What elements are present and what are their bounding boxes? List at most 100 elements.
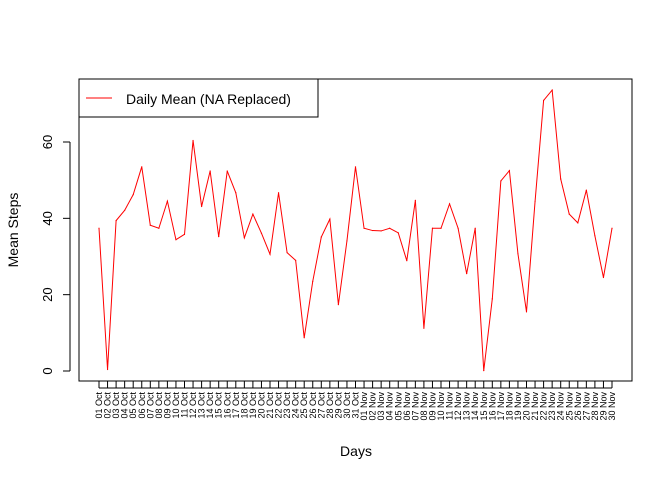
data-point bbox=[218, 236, 220, 238]
data-point bbox=[183, 233, 186, 235]
data-point bbox=[106, 368, 109, 371]
data-point bbox=[98, 227, 100, 229]
x-tick-label: 25 Nov bbox=[564, 392, 574, 421]
x-tick-label: 15 Nov bbox=[479, 392, 489, 421]
data-point bbox=[551, 89, 553, 91]
data-point bbox=[534, 200, 536, 203]
y-axis-label: Mean Steps bbox=[5, 193, 21, 268]
data-point bbox=[149, 224, 151, 226]
x-tick-label: 11 Nov bbox=[445, 392, 455, 420]
data-point bbox=[372, 229, 374, 232]
x-tick-label: 02 Nov bbox=[368, 392, 378, 421]
x-tick-label: 29 Oct bbox=[333, 392, 343, 419]
x-tick-label: 23 Nov bbox=[547, 392, 557, 421]
y-tick-label: 0 bbox=[40, 367, 55, 374]
data-point bbox=[440, 227, 442, 229]
data-point bbox=[124, 209, 126, 211]
data-point bbox=[235, 192, 237, 194]
x-tick-label: 05 Oct bbox=[128, 392, 138, 419]
data-point bbox=[115, 220, 117, 222]
data-point bbox=[414, 199, 416, 201]
x-tick-label: 21 Oct bbox=[265, 392, 275, 419]
data-point bbox=[363, 227, 365, 229]
data-point bbox=[192, 139, 194, 142]
x-tick-label: 15 Oct bbox=[214, 392, 224, 419]
x-tick-label: 24 Oct bbox=[291, 392, 301, 419]
x-tick-label: 22 Nov bbox=[539, 392, 549, 421]
x-tick-label: 11 Oct bbox=[180, 392, 190, 418]
x-tick-label: 10 Nov bbox=[436, 392, 446, 421]
data-point bbox=[602, 276, 605, 279]
x-tick-label: 13 Nov bbox=[462, 392, 472, 421]
data-point bbox=[175, 239, 177, 241]
data-point bbox=[132, 194, 134, 196]
x-tick-label: 20 Oct bbox=[256, 392, 266, 419]
x-tick-label: 30 Oct bbox=[342, 392, 352, 419]
x-tick-label: 27 Oct bbox=[316, 392, 326, 419]
y-tick-label: 20 bbox=[40, 287, 55, 301]
x-tick-label: 18 Nov bbox=[504, 392, 514, 421]
data-point bbox=[397, 232, 399, 234]
data-point bbox=[517, 253, 519, 255]
x-tick-label: 18 Oct bbox=[239, 392, 249, 419]
data-point bbox=[286, 252, 288, 254]
series-line bbox=[98, 88, 613, 371]
data-point bbox=[483, 370, 485, 372]
data-point bbox=[252, 213, 254, 215]
x-tick-label: 30 Nov bbox=[607, 392, 617, 421]
x-tick-label: 08 Nov bbox=[419, 392, 429, 421]
x-tick-label: 23 Oct bbox=[282, 392, 292, 419]
x-tick-label: 28 Oct bbox=[325, 392, 335, 419]
data-point bbox=[423, 327, 425, 329]
data-point bbox=[560, 178, 562, 180]
x-tick-label: 16 Nov bbox=[487, 392, 497, 421]
x-tick-label: 07 Nov bbox=[410, 392, 420, 421]
legend-box bbox=[78, 78, 319, 118]
data-point bbox=[568, 213, 570, 215]
data-point bbox=[457, 227, 459, 229]
data-point bbox=[201, 205, 203, 208]
y-tick-label: 60 bbox=[40, 135, 55, 149]
data-point bbox=[585, 189, 587, 191]
data-point bbox=[431, 227, 434, 229]
x-tick-label: 03 Nov bbox=[376, 392, 386, 421]
data-point bbox=[466, 273, 468, 275]
x-tick-label: 16 Oct bbox=[222, 392, 232, 419]
data-point bbox=[346, 240, 348, 242]
x-tick-label: 22 Oct bbox=[274, 392, 284, 419]
data-point bbox=[277, 192, 280, 194]
x-tick-label: 13 Oct bbox=[197, 392, 207, 419]
x-tick-label: 25 Oct bbox=[299, 392, 309, 419]
x-tick-label: 29 Nov bbox=[598, 392, 608, 421]
data-point bbox=[354, 166, 357, 168]
x-tick-label: 26 Oct bbox=[308, 392, 318, 419]
data-point bbox=[243, 237, 245, 239]
x-tick-label: 26 Nov bbox=[573, 392, 583, 421]
data-point bbox=[525, 311, 528, 313]
x-tick-label: 09 Nov bbox=[427, 392, 437, 421]
data-point bbox=[337, 303, 339, 306]
x-tick-label: 10 Oct bbox=[171, 392, 181, 419]
data-point bbox=[500, 180, 502, 182]
data-point bbox=[295, 259, 297, 261]
data-point bbox=[543, 99, 545, 101]
data-point bbox=[226, 170, 228, 172]
data-point bbox=[406, 260, 408, 262]
data-point bbox=[491, 298, 493, 300]
data-point bbox=[269, 253, 271, 255]
data-point bbox=[594, 235, 596, 237]
data-point bbox=[577, 222, 579, 224]
x-tick-label: 14 Oct bbox=[205, 392, 215, 419]
data-point bbox=[303, 337, 305, 339]
data-point bbox=[312, 280, 314, 282]
legend: Daily Mean (NA Replaced) bbox=[78, 78, 319, 118]
x-tick-label: 31 Oct bbox=[351, 392, 361, 419]
x-tick-label: 27 Nov bbox=[581, 392, 591, 421]
x-tick-label: 17 Oct bbox=[231, 392, 241, 419]
x-tick-label: 12 Nov bbox=[453, 392, 463, 421]
x-tick-label: 17 Nov bbox=[496, 392, 506, 421]
x-tick-label: 21 Nov bbox=[530, 392, 540, 421]
data-point bbox=[508, 170, 510, 172]
